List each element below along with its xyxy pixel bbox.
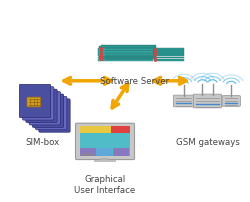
FancyBboxPatch shape	[101, 54, 156, 55]
FancyBboxPatch shape	[98, 57, 152, 58]
FancyBboxPatch shape	[154, 48, 184, 50]
Bar	[80, 148, 96, 156]
FancyBboxPatch shape	[20, 84, 50, 118]
FancyBboxPatch shape	[154, 57, 184, 58]
FancyBboxPatch shape	[98, 54, 152, 56]
FancyBboxPatch shape	[98, 59, 152, 61]
FancyBboxPatch shape	[98, 52, 152, 54]
FancyBboxPatch shape	[154, 52, 184, 54]
FancyBboxPatch shape	[39, 99, 70, 132]
Text: Software Server: Software Server	[100, 77, 170, 86]
FancyBboxPatch shape	[174, 95, 194, 107]
FancyBboxPatch shape	[23, 87, 54, 120]
Bar	[80, 139, 130, 148]
Bar	[111, 126, 130, 133]
FancyBboxPatch shape	[154, 59, 184, 61]
Bar	[96, 148, 112, 156]
FancyBboxPatch shape	[98, 48, 152, 50]
FancyBboxPatch shape	[99, 51, 154, 53]
FancyBboxPatch shape	[98, 50, 152, 52]
Text: GSM gateways: GSM gateways	[176, 138, 240, 147]
FancyBboxPatch shape	[29, 92, 60, 125]
Bar	[100, 158, 110, 161]
Bar	[80, 126, 111, 133]
Bar	[80, 126, 130, 156]
FancyBboxPatch shape	[101, 56, 156, 58]
FancyBboxPatch shape	[99, 53, 154, 55]
FancyBboxPatch shape	[76, 123, 134, 160]
FancyBboxPatch shape	[101, 51, 156, 53]
FancyBboxPatch shape	[32, 94, 64, 127]
Bar	[113, 148, 129, 156]
FancyBboxPatch shape	[99, 46, 154, 48]
FancyBboxPatch shape	[101, 45, 156, 47]
FancyBboxPatch shape	[154, 50, 184, 52]
FancyBboxPatch shape	[101, 49, 156, 51]
FancyBboxPatch shape	[222, 96, 240, 106]
FancyBboxPatch shape	[194, 94, 222, 108]
FancyBboxPatch shape	[99, 57, 154, 59]
Text: Graphical
User Interface: Graphical User Interface	[74, 175, 136, 195]
FancyBboxPatch shape	[26, 89, 57, 122]
FancyBboxPatch shape	[101, 47, 156, 49]
FancyBboxPatch shape	[154, 54, 184, 56]
FancyBboxPatch shape	[99, 55, 154, 57]
Bar	[94, 160, 116, 162]
Text: SIM-box: SIM-box	[26, 138, 60, 147]
FancyBboxPatch shape	[27, 97, 40, 107]
FancyBboxPatch shape	[99, 49, 154, 50]
FancyBboxPatch shape	[36, 97, 67, 130]
